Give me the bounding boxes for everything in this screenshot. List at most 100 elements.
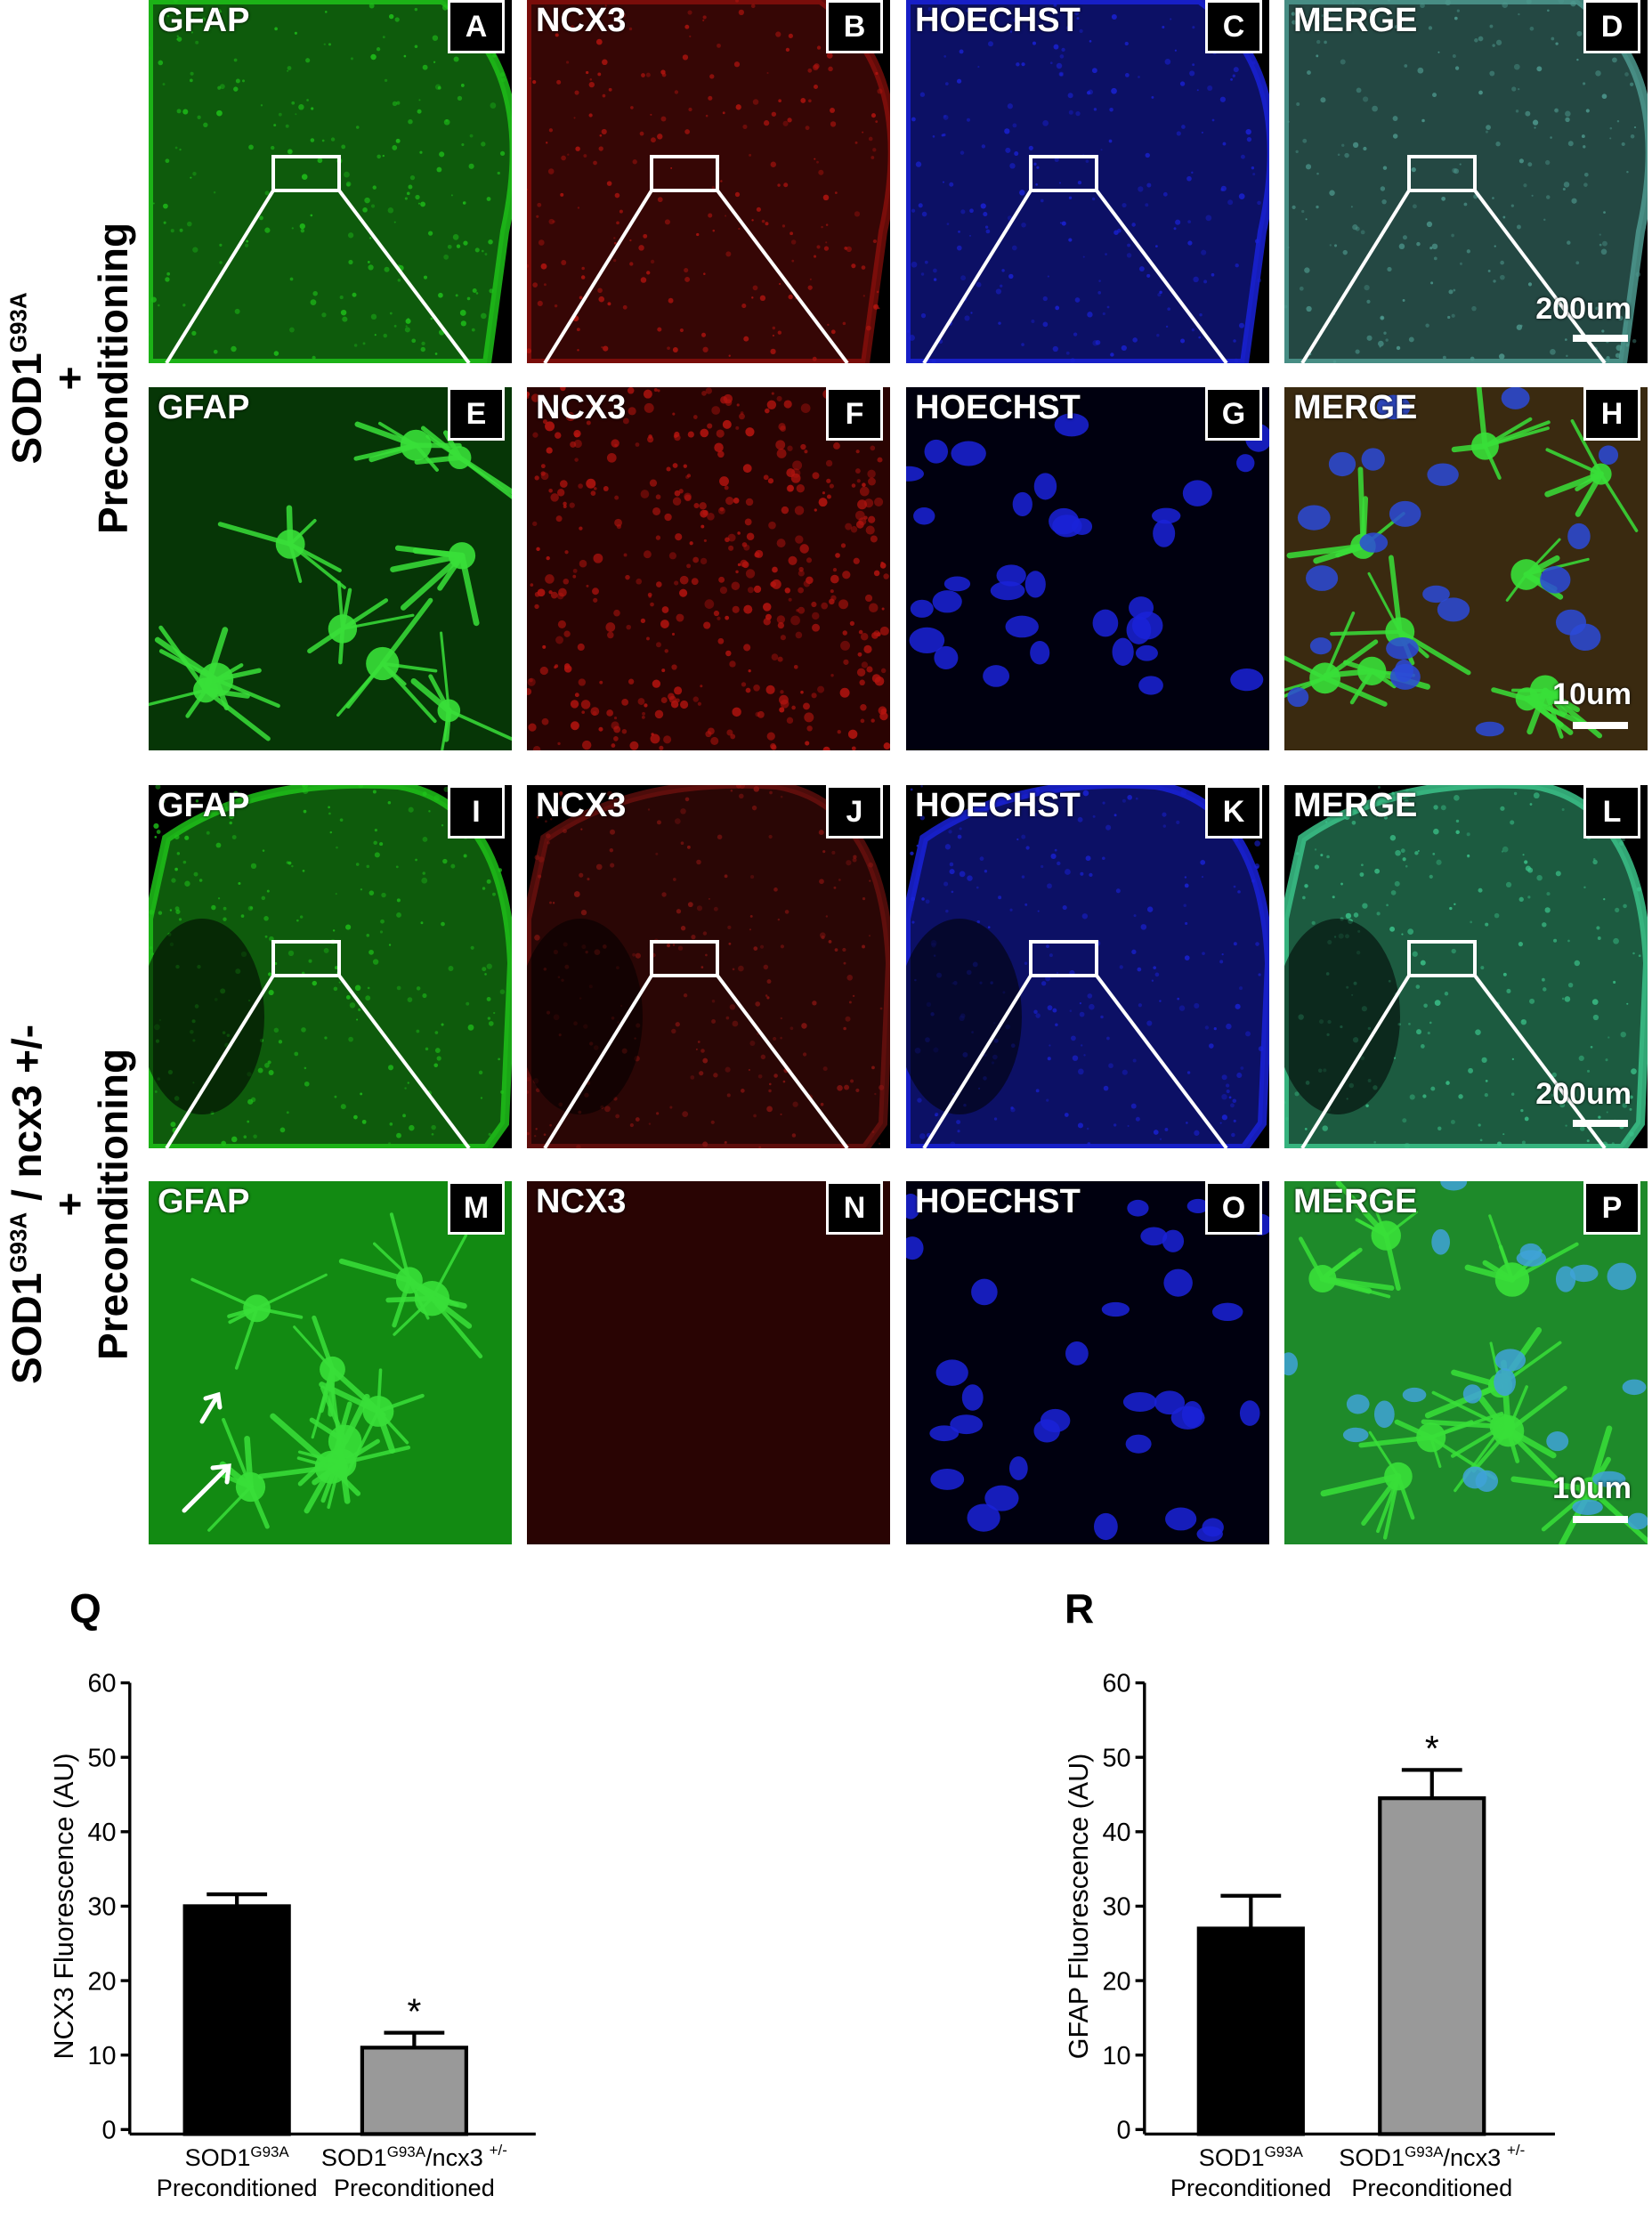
chart-panel-r: R GFAP Fluorescence (AU) 0 10 20 30 40 50 60 SOD… bbox=[1015, 1567, 1652, 2216]
stain-label: HOECHST bbox=[915, 2, 1081, 40]
scale-bar-label: 200um bbox=[1535, 292, 1632, 327]
micrograph-panel-m: GFAP M bbox=[149, 1181, 512, 1544]
scale-bar-label: 10um bbox=[1552, 677, 1632, 712]
scale-bar bbox=[1573, 1120, 1628, 1127]
micrograph-image bbox=[527, 785, 890, 1148]
stain-label: GFAP bbox=[158, 787, 249, 825]
panel-letter-e: E bbox=[448, 387, 505, 441]
y-tick-label: 10 bbox=[87, 2042, 116, 2070]
micrograph-image bbox=[527, 387, 890, 750]
y-axis-label: NCX3 Fluorescence (AU) bbox=[49, 1753, 79, 2059]
x-tick-label-line2: Preconditioned bbox=[157, 2174, 318, 2201]
significance-marker: * bbox=[407, 1990, 421, 2031]
x-tick-label: SOD1G93A/ncx3+/- bbox=[321, 2142, 507, 2171]
micrograph-image bbox=[149, 785, 512, 1148]
micrograph-panel-o: HOECHST O bbox=[906, 1181, 1269, 1544]
micrograph-image bbox=[906, 387, 1269, 750]
scale-bar bbox=[1573, 722, 1628, 729]
stain-label: NCX3 bbox=[536, 389, 626, 427]
y-tick-label: 20 bbox=[1102, 1967, 1130, 1996]
stain-label: MERGE bbox=[1293, 2, 1417, 40]
stain-label: GFAP bbox=[158, 1183, 249, 1221]
micrograph-image bbox=[527, 1181, 890, 1544]
micrograph-panel-i: GFAP I bbox=[149, 785, 512, 1148]
ncx3-fluorescence-chart: NCX3 Fluorescence (AU)0102030405060SOD1G… bbox=[0, 1567, 801, 2216]
panel-letter-p: P bbox=[1583, 1181, 1640, 1235]
micrograph-panel-p: MERGE P 10um bbox=[1284, 1181, 1648, 1544]
row-label-plus: + bbox=[48, 1025, 91, 1384]
scale-bar-label: 10um bbox=[1552, 1471, 1632, 1506]
stain-label: MERGE bbox=[1293, 1183, 1417, 1221]
micrograph-image bbox=[149, 1181, 512, 1544]
stain-label: NCX3 bbox=[536, 1183, 626, 1221]
row-label-plus: + bbox=[48, 223, 91, 534]
y-tick-label: 50 bbox=[87, 1744, 116, 1772]
panel-letter-m: M bbox=[448, 1181, 505, 1235]
y-axis-label: GFAP Fluorescence (AU) bbox=[1064, 1754, 1094, 2060]
micrograph-panel-h: MERGE H 10um bbox=[1284, 387, 1648, 750]
micrograph-panel-n: NCX3 N bbox=[527, 1181, 890, 1544]
y-tick-label: 10 bbox=[1102, 2042, 1130, 2070]
y-tick-label: 0 bbox=[102, 2117, 117, 2145]
bar bbox=[362, 2047, 466, 2134]
panel-letter-n: N bbox=[826, 1181, 883, 1235]
stain-label: GFAP bbox=[158, 2, 249, 40]
stain-label: GFAP bbox=[158, 389, 249, 427]
panel-letter-f: F bbox=[826, 387, 883, 441]
micrograph-image bbox=[906, 1181, 1269, 1544]
row-label-tail: / ncx3 +/- bbox=[4, 1025, 50, 1212]
gfap-fluorescence-chart: GFAP Fluorescence (AU) 0 10 20 30 40 50 60 SOD1G… bbox=[1015, 1567, 1652, 2216]
micrograph-image bbox=[527, 0, 890, 363]
row-label-second: Preconditioning bbox=[92, 223, 134, 534]
micrograph-grid: SOD1G93A + Preconditioning SOD1G93A / nc… bbox=[0, 0, 1652, 1549]
x-tick-label: SOD1G93A/ncx3+/- bbox=[1339, 2142, 1525, 2171]
x-tick-label-line2: Preconditioned bbox=[334, 2174, 495, 2201]
y-tick-label: 40 bbox=[1102, 1819, 1130, 1847]
bar bbox=[1199, 1929, 1303, 2135]
micrograph-panel-e: GFAP E bbox=[149, 387, 512, 750]
panel-letter-a: A bbox=[448, 0, 505, 53]
stain-label: HOECHST bbox=[915, 787, 1081, 825]
y-tick-label: 20 bbox=[87, 1967, 116, 1996]
stain-label: HOECHST bbox=[915, 389, 1081, 427]
scale-bar bbox=[1573, 335, 1628, 342]
y-tick-label: 40 bbox=[87, 1819, 116, 1847]
significance-marker: * bbox=[1425, 1728, 1439, 1769]
stain-label: NCX3 bbox=[536, 2, 626, 40]
stain-label: MERGE bbox=[1293, 389, 1417, 427]
y-tick-label: 0 bbox=[1117, 2117, 1131, 2145]
x-tick-label-line2: Preconditioned bbox=[1170, 2174, 1332, 2201]
row-label-sod1-preconditioning: SOD1G93A + Preconditioning bbox=[5, 223, 134, 534]
micrograph-image bbox=[149, 0, 512, 363]
stain-label: NCX3 bbox=[536, 787, 626, 825]
y-tick-label: 50 bbox=[1102, 1744, 1130, 1772]
row-label-second: Preconditioning bbox=[92, 1025, 134, 1384]
bar bbox=[185, 1906, 289, 2134]
row-label-sup: G93A bbox=[5, 1212, 32, 1273]
panel-letter-r: R bbox=[1065, 1584, 1094, 1633]
micrograph-panel-d: MERGE D 200um bbox=[1284, 0, 1648, 363]
panel-letter-i: I bbox=[448, 785, 505, 839]
micrograph-panel-j: NCX3 J bbox=[527, 785, 890, 1148]
scale-bar bbox=[1573, 1516, 1628, 1523]
y-tick-label: 60 bbox=[1102, 1670, 1130, 1698]
panel-letter-d: D bbox=[1583, 0, 1640, 53]
bar bbox=[1380, 1798, 1484, 2134]
x-tick-label-line2: Preconditioned bbox=[1351, 2174, 1512, 2201]
x-tick-label: SOD1G93A bbox=[1199, 2143, 1304, 2171]
panel-letter-l: L bbox=[1583, 785, 1640, 839]
stain-label: HOECHST bbox=[915, 1183, 1081, 1221]
y-tick-label: 30 bbox=[1102, 1893, 1130, 1922]
panel-letter-o: O bbox=[1205, 1181, 1262, 1235]
micrograph-image bbox=[149, 387, 512, 750]
row-label-main: SOD1 bbox=[4, 1273, 50, 1384]
panel-letter-h: H bbox=[1583, 387, 1640, 441]
panel-letter-j: J bbox=[826, 785, 883, 839]
panel-letter-q: Q bbox=[69, 1584, 101, 1633]
